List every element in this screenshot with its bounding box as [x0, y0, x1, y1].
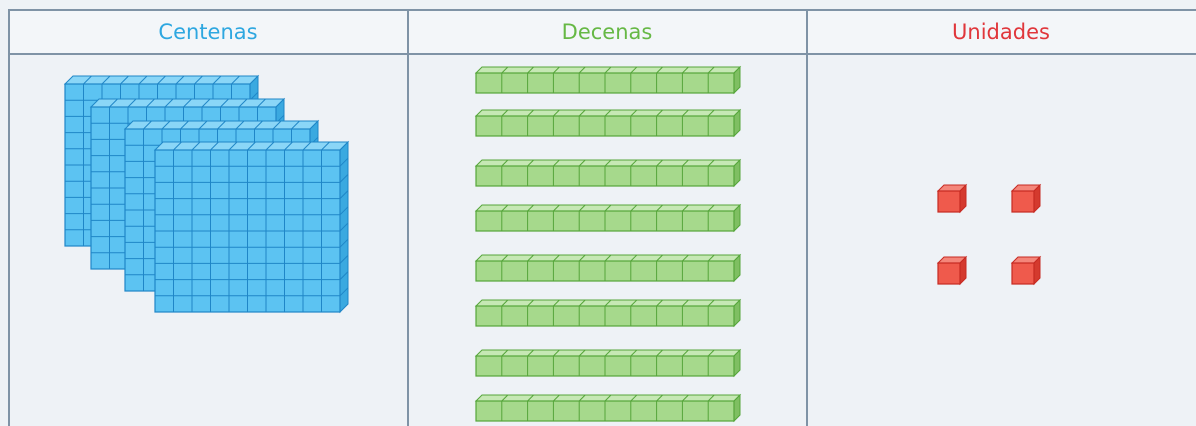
block-front [1012, 263, 1034, 284]
header-decenas: Decenas [562, 20, 653, 44]
header-centenas: Centenas [158, 20, 257, 44]
hundred-flat [155, 142, 348, 312]
block-front [938, 263, 960, 284]
ten-rod [476, 300, 740, 326]
place-value-table: Centenas Decenas Unidades [0, 0, 1196, 426]
unit-cube [1012, 185, 1040, 212]
ten-rod [476, 67, 740, 93]
header-unidades: Unidades [952, 20, 1050, 44]
block-front [938, 191, 960, 212]
block-front [1012, 191, 1034, 212]
ten-rod [476, 395, 740, 421]
unit-cube [938, 185, 966, 212]
ten-rod [476, 255, 740, 281]
ten-rod [476, 205, 740, 231]
unit-cube [1012, 257, 1040, 284]
ten-rod [476, 110, 740, 136]
ten-rod [476, 350, 740, 376]
unit-cube [938, 257, 966, 284]
ten-rod [476, 160, 740, 186]
page: {"table": {"headers": ["Centenas", "Dece… [0, 0, 1196, 426]
